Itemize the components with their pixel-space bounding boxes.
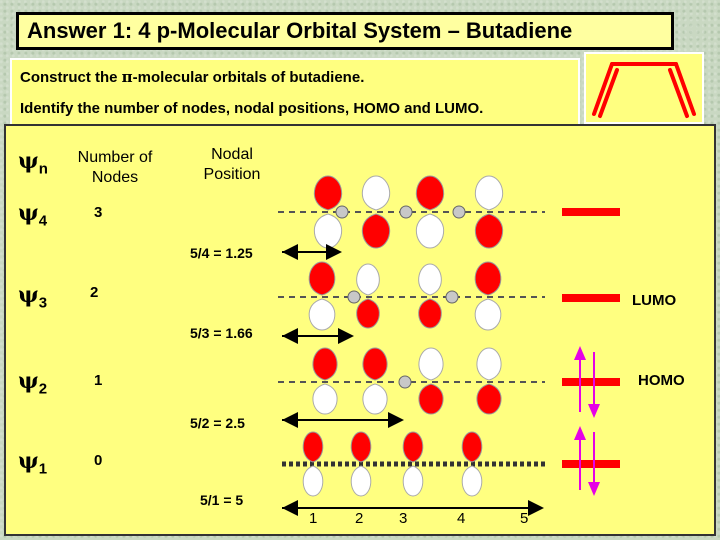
- butadiene-structure-thumbnail: [584, 52, 704, 124]
- psi-2-node-spacing: 5/2 = 2.5: [190, 415, 245, 431]
- position-label-2: 2: [355, 510, 364, 527]
- psi-2-label: ψ2: [18, 368, 47, 397]
- psi-subscript: 2: [38, 380, 48, 398]
- psi-4-label: ψ4: [18, 200, 47, 229]
- psi-2-orbital-row: [278, 346, 620, 428]
- psi-subscript: 3: [38, 294, 48, 312]
- psi-symbol: ψ: [18, 448, 39, 474]
- slide-title-text: Answer 1: 4 p-Molecular Orbital System –…: [27, 18, 573, 43]
- header-line: Number of: [77, 149, 153, 166]
- psi-symbol: ψ: [18, 148, 39, 174]
- psi-1-node-spacing: 5/1 = 5: [200, 492, 244, 508]
- psi-symbol: ψ: [18, 200, 39, 226]
- psi-3-node-spacing: 5/3 = 1.66: [190, 325, 253, 341]
- psi-subscript: 4: [38, 212, 48, 230]
- psi-4-node-count: 3: [94, 204, 103, 221]
- header-line: Position: [203, 166, 261, 183]
- psi-4-orbital-row: [278, 175, 620, 260]
- psi-4-node-spacing: 5/4 = 1.25: [190, 245, 253, 261]
- slide-title: Answer 1: 4 p-Molecular Orbital System –…: [16, 12, 674, 50]
- psi-subscript: 1: [38, 460, 48, 478]
- instruction-identify: Identify the number of nodes, nodal posi…: [20, 100, 484, 117]
- psi-symbol: ψ: [18, 368, 39, 394]
- psi-1-node-count: 0: [94, 452, 103, 469]
- psi-1-label: ψ1: [18, 448, 47, 477]
- psi-1-orbital-row: [282, 426, 620, 516]
- pi-symbol: π: [121, 68, 133, 86]
- psi-2-node-count: 1: [94, 372, 103, 389]
- psi-n-header: ψn: [18, 148, 48, 177]
- header-line: Nodes: [91, 169, 139, 186]
- position-label-4: 4: [457, 510, 466, 527]
- butadiene-structure-drawing: [592, 62, 696, 118]
- instruction-construct: Construct the π-molecular orbitals of bu…: [20, 68, 364, 86]
- position-label-5: 5: [520, 510, 529, 527]
- psi-3-orbital-row: [278, 261, 620, 344]
- lumo-label: LUMO: [632, 292, 677, 309]
- psi-subscript: n: [38, 160, 48, 178]
- instruction-text: -molecular orbitals of butadiene.: [132, 69, 365, 86]
- instruction-text: Construct the: [20, 69, 122, 86]
- psi-symbol: ψ: [18, 282, 39, 308]
- nodal-position-header: Nodal Position: [184, 145, 280, 185]
- number-of-nodes-header: Number of Nodes: [60, 148, 170, 188]
- header-line: Nodal: [211, 146, 253, 163]
- homo-label: HOMO: [638, 372, 685, 389]
- position-label-1: 1: [309, 510, 318, 527]
- psi-3-label: ψ3: [18, 282, 47, 311]
- psi-3-node-count: 2: [90, 284, 99, 301]
- position-label-3: 3: [399, 510, 408, 527]
